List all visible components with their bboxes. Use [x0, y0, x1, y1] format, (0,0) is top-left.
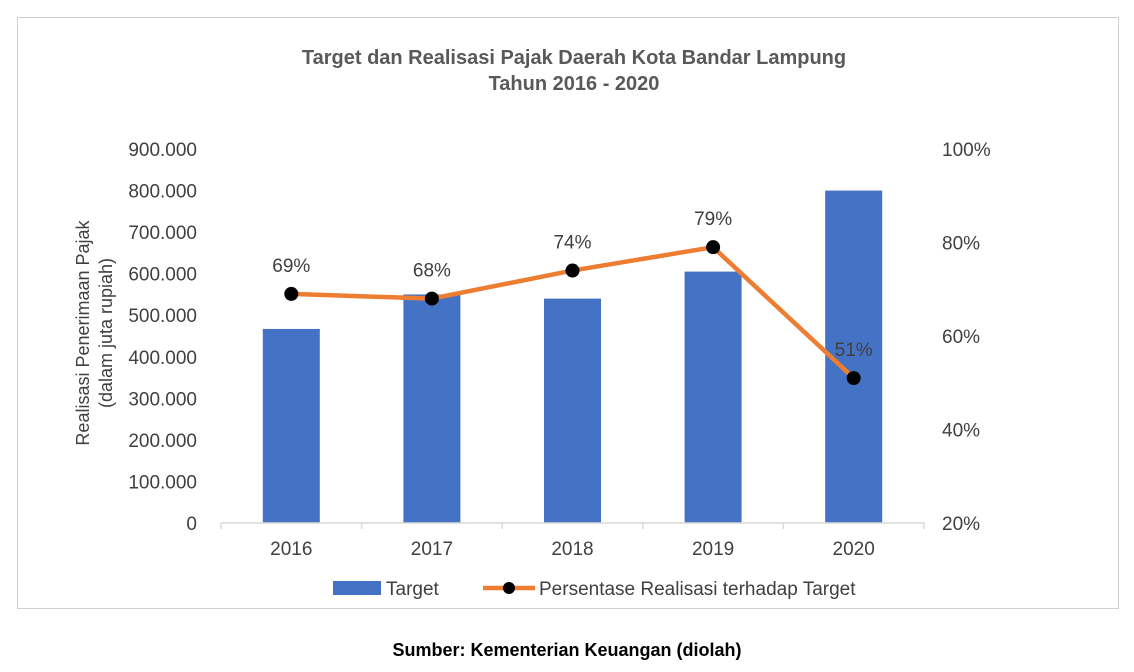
legend-swatch-target — [333, 581, 381, 595]
line-point — [846, 371, 861, 386]
data-label: 51% — [835, 340, 873, 361]
x-tick-label: 2017 — [411, 539, 453, 560]
bar-target — [262, 328, 320, 523]
y2-tick-label: 100% — [942, 140, 991, 161]
data-label: 68% — [413, 261, 451, 282]
y-tick-label: 700.000 — [128, 223, 197, 244]
chart-title: Target dan Realisasi Pajak Daerah Kota B… — [302, 47, 846, 69]
x-tick-label: 2018 — [551, 539, 593, 560]
line-point — [706, 240, 721, 255]
y2-tick-label: 60% — [942, 327, 980, 348]
bar-target — [684, 271, 742, 523]
y-tick-label: 100.000 — [128, 472, 197, 493]
y2-tick-label: 80% — [942, 234, 980, 255]
source-note: Sumber: Kementerian Keuangan (diolah) — [392, 640, 742, 660]
chart-frame: Target dan Realisasi Pajak Daerah Kota B… — [17, 17, 1119, 609]
line-point — [284, 286, 299, 301]
combo-chart: Target dan Realisasi Pajak Daerah Kota B… — [73, 47, 991, 600]
y-tick-label: 300.000 — [128, 389, 197, 410]
data-label: 79% — [694, 209, 732, 230]
line-point — [424, 291, 439, 306]
bar-target — [544, 298, 601, 523]
x-tick-label: 2016 — [270, 539, 312, 560]
line-point — [565, 263, 580, 278]
legend-label-persentase: Persentase Realisasi terhadap Target — [539, 579, 856, 600]
y2-tick-label: 20% — [942, 514, 980, 535]
chart-subtitle: Tahun 2016 - 2020 — [489, 73, 660, 95]
x-tick-label: 2020 — [833, 539, 875, 560]
data-label: 69% — [272, 256, 310, 277]
bar-target — [403, 294, 461, 523]
y-axis-subtitle: (dalam juta rupiah) — [96, 258, 116, 408]
y-tick-label: 900.000 — [128, 140, 197, 161]
legend-label-target: Target — [386, 579, 440, 600]
y-tick-label: 0 — [186, 514, 197, 535]
data-label: 74% — [553, 233, 591, 254]
legend-marker-persentase — [503, 582, 515, 594]
y-axis-title: Realisasi Penerimaan Pajak — [73, 219, 93, 445]
x-tick-label: 2019 — [692, 539, 734, 560]
y-tick-label: 800.000 — [128, 182, 197, 203]
y-tick-label: 400.000 — [128, 348, 197, 369]
bar-target — [825, 190, 883, 524]
y2-tick-label: 40% — [942, 421, 980, 442]
y-tick-label: 200.000 — [128, 431, 197, 452]
y-tick-label: 500.000 — [128, 306, 197, 327]
y-tick-label: 600.000 — [128, 265, 197, 286]
